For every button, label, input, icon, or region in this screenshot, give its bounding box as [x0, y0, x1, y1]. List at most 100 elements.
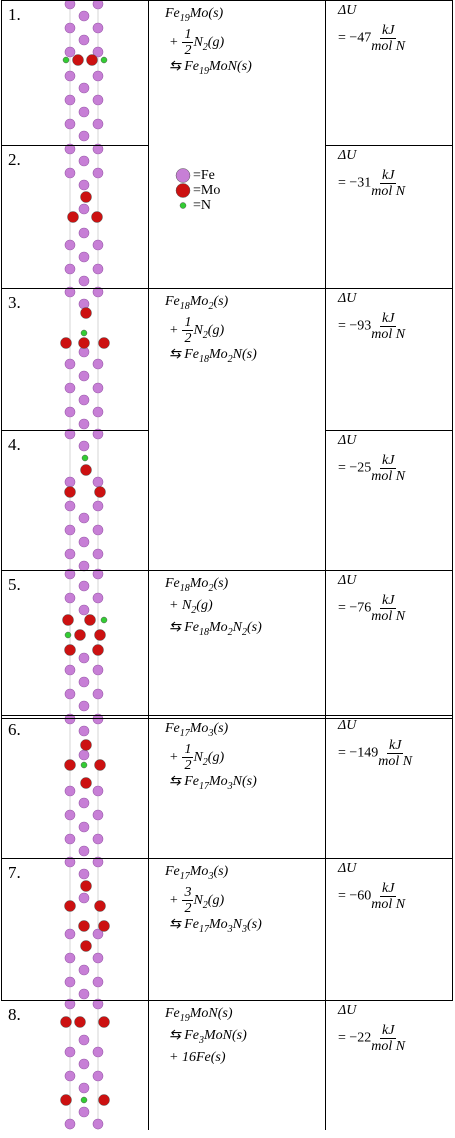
denominator: mol N — [378, 754, 412, 769]
numerator: kJ — [380, 1023, 396, 1039]
rule — [1, 288, 453, 289]
atom — [93, 0, 103, 9]
numerator: 1 — [182, 315, 193, 331]
reaction: Fe19MoN(s)⇆ Fe3MoN(s)+ 16Fe(s) — [165, 1005, 247, 1066]
atom — [93, 977, 103, 987]
row-number: 6. — [8, 720, 21, 740]
numerator: 1 — [182, 27, 193, 43]
term: N2(g) — [193, 323, 224, 338]
atom — [65, 359, 75, 369]
legend-item: =N — [175, 198, 220, 213]
atom — [81, 1097, 87, 1103]
atom — [93, 1119, 103, 1129]
delta-u-value: = −25kJmol N — [338, 453, 405, 484]
atom — [63, 57, 69, 63]
atom — [93, 168, 103, 178]
atom — [68, 212, 79, 223]
atom — [79, 798, 89, 808]
atom — [65, 665, 75, 675]
atom — [65, 645, 76, 656]
rule — [1, 570, 453, 571]
atom — [81, 941, 92, 952]
delta-u-value: = −60kJmol N — [338, 881, 405, 912]
term: N2(g) — [193, 35, 224, 50]
delta-u-label: ΔU — [338, 718, 412, 734]
structures — [0, 0, 148, 1138]
denominator: 2 — [184, 43, 191, 58]
reaction: Fe18Mo2(s)+ N2(g)⇆ Fe18Mo2N2(s) — [165, 575, 262, 640]
reaction-line: ⇆ Fe19MoN(s) — [165, 58, 252, 80]
atom — [93, 834, 103, 844]
atom — [79, 537, 89, 547]
atom — [65, 264, 75, 274]
denominator: mol N — [371, 609, 405, 624]
denominator: mol N — [371, 184, 405, 199]
atom — [79, 156, 89, 166]
atom — [61, 1017, 72, 1028]
delta-u-value: = −76kJmol N — [338, 593, 405, 624]
delta-u: ΔU= −31kJmol N — [338, 148, 405, 199]
reaction-line: Fe18Mo2(s) — [165, 575, 262, 597]
row-number: 1. — [8, 5, 21, 25]
atom — [65, 71, 75, 81]
value: = −149 — [338, 746, 378, 761]
value: = −60 — [338, 889, 371, 904]
atom — [65, 477, 75, 487]
delta-u: ΔU= −47kJmol N — [338, 3, 405, 54]
reaction-line: + N2(g) — [165, 597, 262, 619]
atom — [93, 264, 103, 274]
rule — [325, 0, 326, 1130]
delta-u-value: = −149kJmol N — [338, 738, 412, 769]
atom — [79, 846, 89, 856]
atom — [79, 726, 89, 736]
delta-u-label: ΔU — [338, 148, 405, 164]
atom — [79, 371, 89, 381]
atom — [81, 465, 92, 476]
atom — [93, 71, 103, 81]
atom — [79, 605, 89, 615]
atom — [65, 549, 75, 559]
atom — [79, 869, 89, 879]
rule — [148, 0, 149, 1130]
operator: + — [169, 750, 178, 765]
atom — [99, 1017, 110, 1028]
atom — [79, 180, 89, 190]
atom — [93, 407, 103, 417]
atom — [65, 119, 75, 129]
atom — [79, 11, 89, 21]
reaction-line: ⇆ Fe18Mo2N2(s) — [165, 619, 262, 641]
atom — [99, 1095, 110, 1106]
atom — [65, 1071, 75, 1081]
delta-u-value: = −22kJmol N — [338, 1023, 405, 1054]
delta-u-label: ΔU — [338, 433, 405, 449]
atom — [87, 55, 98, 66]
legend-item: =Fe — [175, 168, 220, 183]
atom — [93, 23, 103, 33]
numerator: kJ — [380, 453, 396, 469]
rule — [1, 715, 453, 716]
atom — [93, 593, 103, 603]
value: = −76 — [338, 601, 371, 616]
atom — [79, 228, 89, 238]
reaction-line: ⇆ Fe17Mo3N(s) — [165, 773, 257, 795]
atom — [65, 501, 75, 511]
atom — [79, 513, 89, 523]
reaction: Fe17Mo3(s)+12N2(g)⇆ Fe17Mo3N(s) — [165, 720, 257, 795]
atom — [73, 55, 84, 66]
atom — [65, 23, 75, 33]
atom — [61, 1095, 72, 1106]
denominator: 2 — [184, 758, 191, 773]
atom — [75, 1017, 86, 1028]
atom — [65, 929, 75, 939]
atom — [93, 953, 103, 963]
value: = −93 — [338, 319, 371, 334]
atom — [79, 1083, 89, 1093]
delta-u-label: ΔU — [338, 573, 405, 589]
atom — [79, 252, 89, 262]
